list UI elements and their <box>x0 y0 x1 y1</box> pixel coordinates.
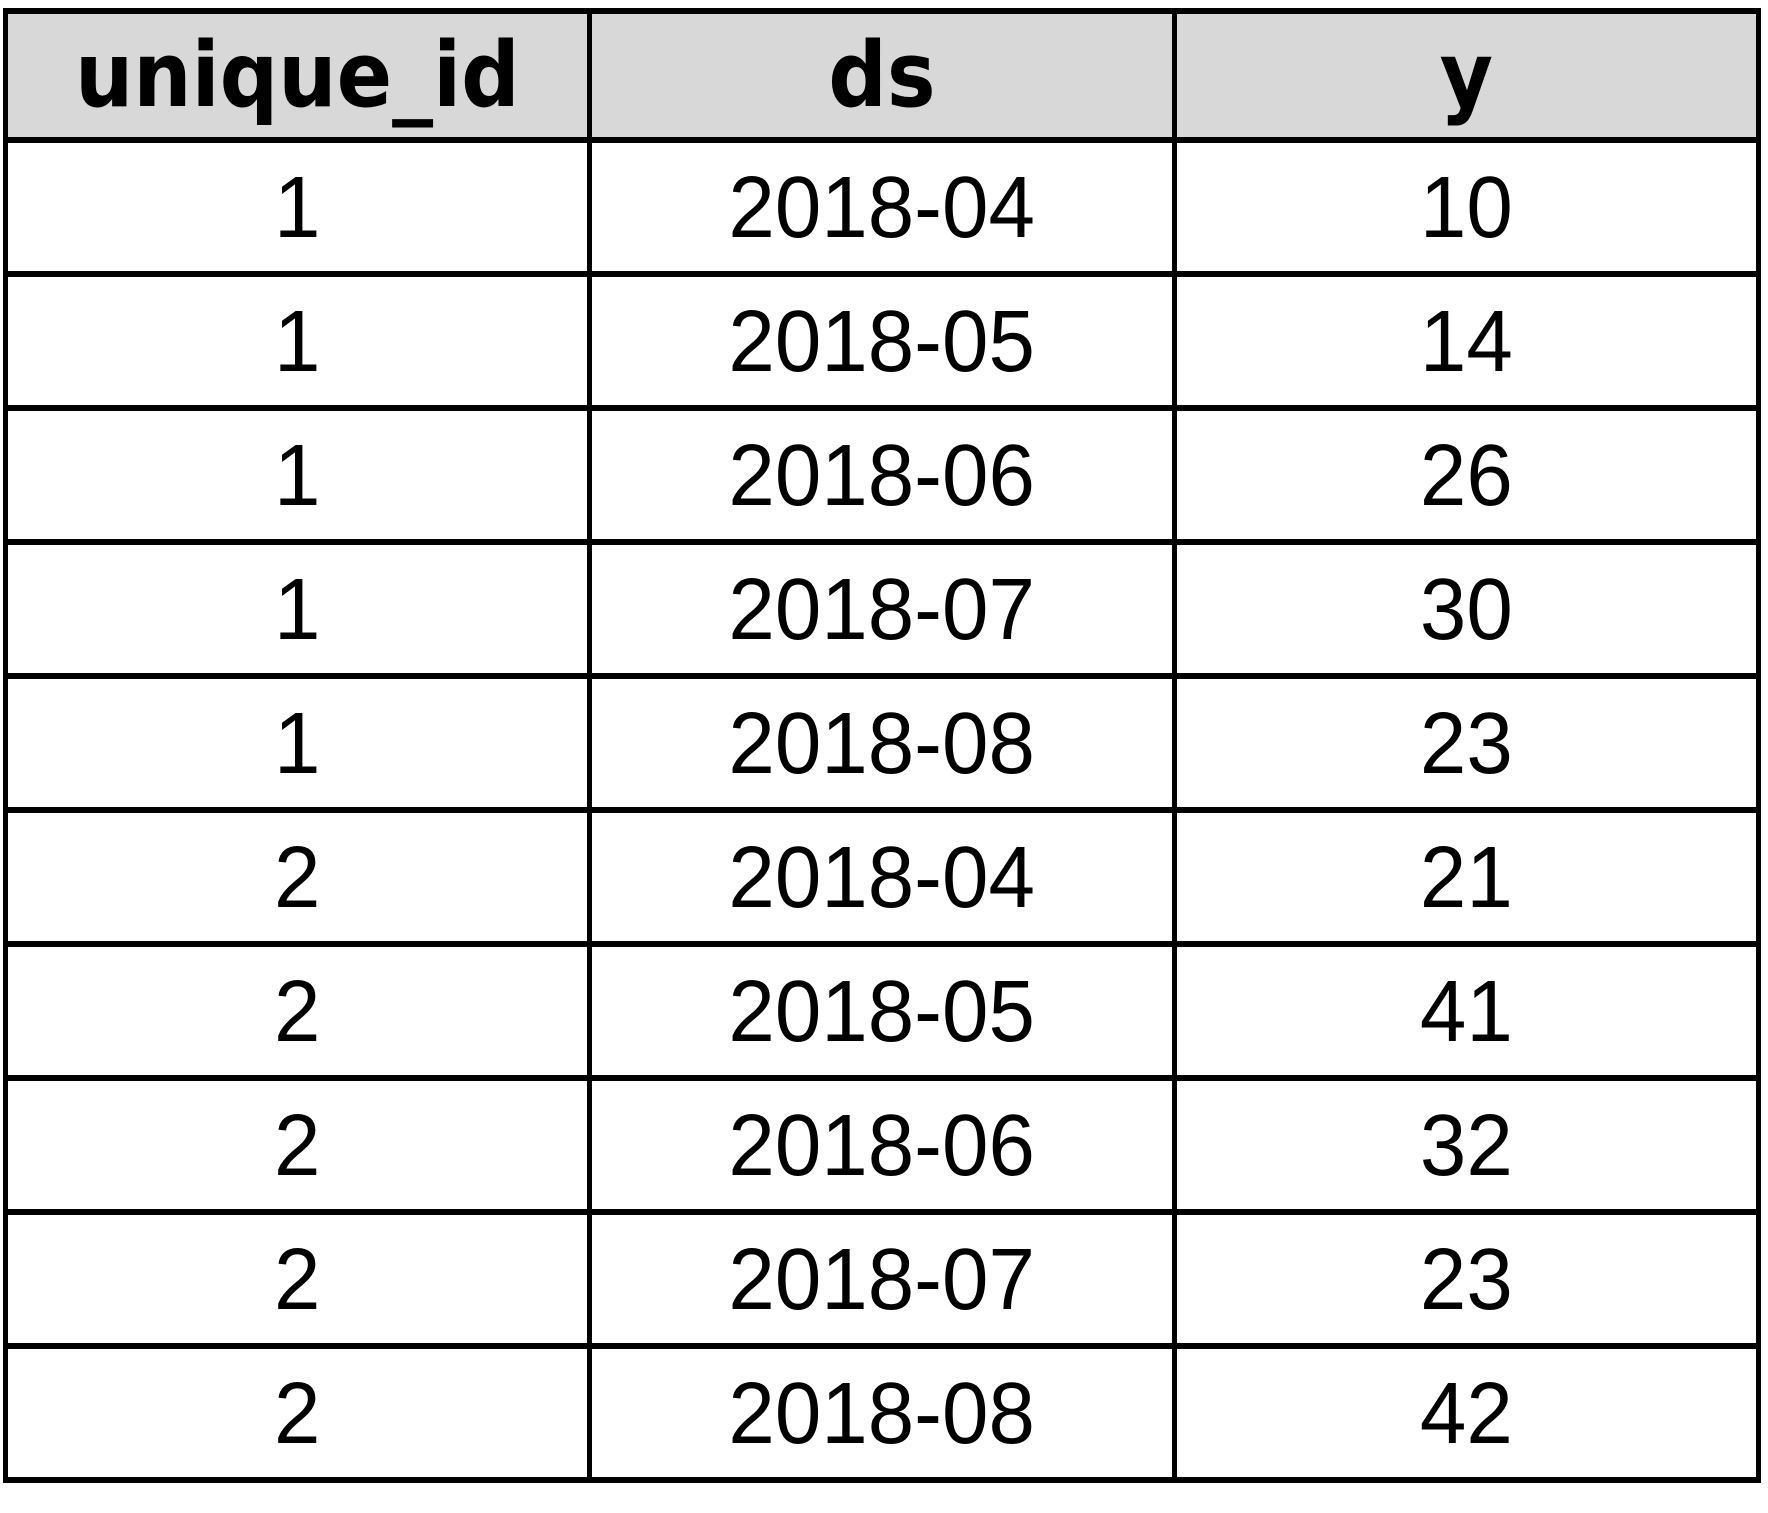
table-cell-value: 2018-08 <box>728 694 1036 792</box>
table-cell-value: 2018-06 <box>728 426 1036 524</box>
table-cell-value: 2 <box>274 962 321 1060</box>
table-cell: 10 <box>1171 137 1762 277</box>
table-cell-value: 1 <box>274 426 321 524</box>
column-header-ds-label: ds <box>828 22 936 128</box>
header-row: unique_id ds y <box>2 8 1762 143</box>
table-cell: 32 <box>1171 1075 1762 1215</box>
table-cell-value: 2018-07 <box>728 560 1036 658</box>
table-cell-value: 32 <box>1419 1096 1513 1194</box>
column-header-y: y <box>1171 8 1762 143</box>
data-table: unique_id ds y 1 2018-04 10 1 2018-05 14 1 2018… <box>2 8 1762 1483</box>
table-header: unique_id ds y <box>2 8 1762 143</box>
column-header-ds: ds <box>587 8 1177 143</box>
table-row: 1 2018-07 30 <box>2 539 1762 679</box>
table-cell-value: 23 <box>1419 1230 1513 1328</box>
table-cell-value: 21 <box>1419 828 1513 926</box>
table-cell-value: 1 <box>274 694 321 792</box>
table-cell: 21 <box>1171 807 1762 947</box>
table-cell: 2018-05 <box>587 941 1177 1081</box>
table-cell: 2 <box>2 941 593 1081</box>
table-cell-value: 26 <box>1419 426 1513 524</box>
table-cell: 1 <box>2 271 593 411</box>
table-cell-value: 2018-05 <box>728 292 1036 390</box>
table-row: 2 2018-04 21 <box>2 807 1762 947</box>
table-cell-value: 2018-05 <box>728 962 1036 1060</box>
table-cell: 2 <box>2 1075 593 1215</box>
table-cell-value: 1 <box>274 158 321 256</box>
table-body: 1 2018-04 10 1 2018-05 14 1 2018-06 26 1 2018-07 30… <box>2 137 1762 1483</box>
table-cell-value: 42 <box>1419 1364 1513 1462</box>
column-header-unique-id-label: unique_id <box>75 22 521 128</box>
table-cell: 2018-08 <box>587 1343 1177 1483</box>
table-cell: 14 <box>1171 271 1762 411</box>
table-cell: 1 <box>2 137 593 277</box>
table-cell: 1 <box>2 405 593 545</box>
table-cell: 1 <box>2 673 593 813</box>
table-cell-value: 23 <box>1419 694 1513 792</box>
table-cell: 30 <box>1171 539 1762 679</box>
table-cell-value: 14 <box>1419 292 1513 390</box>
table-cell-value: 2018-04 <box>728 158 1036 256</box>
table-cell: 2018-07 <box>587 539 1177 679</box>
table-row: 2 2018-05 41 <box>2 941 1762 1081</box>
table-cell-value: 2018-06 <box>728 1096 1036 1194</box>
table-cell: 2018-08 <box>587 673 1177 813</box>
table-row: 2 2018-08 42 <box>2 1343 1762 1483</box>
table-row: 1 2018-08 23 <box>2 673 1762 813</box>
table-cell: 1 <box>2 539 593 679</box>
table-cell-value: 41 <box>1419 962 1513 1060</box>
table-cell: 2018-04 <box>587 807 1177 947</box>
table-cell: 41 <box>1171 941 1762 1081</box>
table-cell: 23 <box>1171 1209 1762 1349</box>
table-cell: 2018-07 <box>587 1209 1177 1349</box>
table-cell-value: 10 <box>1419 158 1513 256</box>
table-row: 1 2018-04 10 <box>2 137 1762 277</box>
table-cell: 42 <box>1171 1343 1762 1483</box>
column-header-y-label: y <box>1439 22 1494 128</box>
table-cell: 2 <box>2 807 593 947</box>
table-cell: 23 <box>1171 673 1762 813</box>
table-cell-value: 2 <box>274 1230 321 1328</box>
table-cell-value: 30 <box>1419 560 1513 658</box>
table-cell-value: 2 <box>274 1096 321 1194</box>
table-cell: 2018-06 <box>587 405 1177 545</box>
table-cell: 2018-06 <box>587 1075 1177 1215</box>
table-cell: 2 <box>2 1209 593 1349</box>
table-cell: 2018-05 <box>587 271 1177 411</box>
table-row: 2 2018-07 23 <box>2 1209 1762 1349</box>
table-cell: 2018-04 <box>587 137 1177 277</box>
table-cell-value: 1 <box>274 292 321 390</box>
table-row: 2 2018-06 32 <box>2 1075 1762 1215</box>
table-cell-value: 2 <box>274 828 321 926</box>
table-cell-value: 2 <box>274 1364 321 1462</box>
column-header-unique-id: unique_id <box>2 8 593 143</box>
table-row: 1 2018-05 14 <box>2 271 1762 411</box>
table-cell-value: 2018-04 <box>728 828 1036 926</box>
table-row: 1 2018-06 26 <box>2 405 1762 545</box>
table-cell: 26 <box>1171 405 1762 545</box>
table-cell-value: 1 <box>274 560 321 658</box>
table-cell-value: 2018-07 <box>728 1230 1036 1328</box>
table-cell: 2 <box>2 1343 593 1483</box>
table-cell-value: 2018-08 <box>728 1364 1036 1462</box>
